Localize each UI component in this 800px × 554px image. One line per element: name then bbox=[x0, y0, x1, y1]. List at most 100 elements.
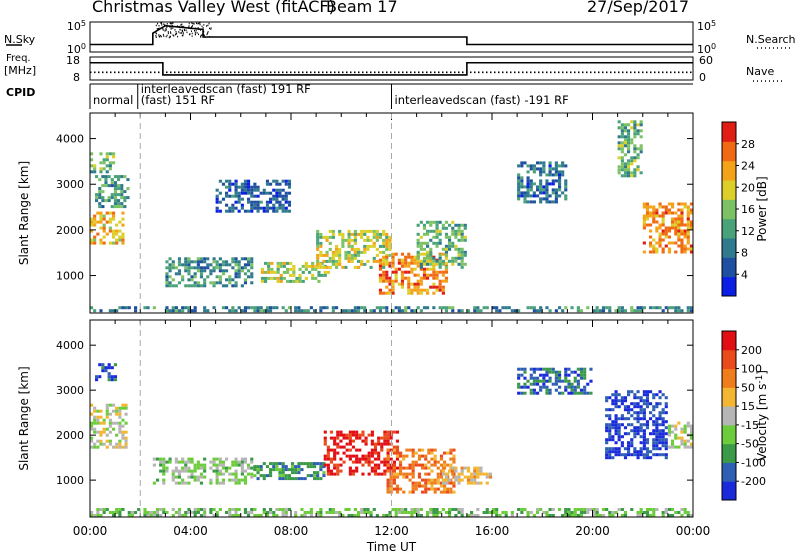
power-cell bbox=[624, 144, 627, 147]
power-cell bbox=[373, 233, 376, 236]
power-cell bbox=[461, 251, 464, 254]
velocity-cell bbox=[555, 389, 558, 392]
velocity-cell bbox=[112, 404, 115, 407]
power-cell bbox=[659, 242, 662, 245]
velocity-cell bbox=[322, 474, 325, 477]
power-cell bbox=[241, 266, 244, 269]
power-cell bbox=[354, 306, 357, 309]
velocity-cell bbox=[216, 473, 219, 476]
noise-spike bbox=[181, 32, 182, 34]
velocity-cell bbox=[680, 440, 683, 443]
power-cell bbox=[677, 218, 680, 221]
velocity-cell bbox=[153, 458, 156, 461]
power-cell bbox=[640, 150, 643, 153]
power-cell bbox=[348, 230, 351, 233]
power-cell bbox=[250, 257, 253, 260]
power-cell bbox=[109, 218, 112, 221]
power-cell bbox=[194, 260, 197, 263]
velocity-cell bbox=[387, 467, 390, 470]
velocity-cell bbox=[396, 476, 399, 479]
power-cell bbox=[564, 185, 567, 188]
power-cell bbox=[385, 292, 388, 295]
power-cell bbox=[505, 306, 508, 309]
velocity-cell bbox=[360, 511, 363, 514]
velocity-cell bbox=[197, 464, 200, 467]
power-cell bbox=[231, 195, 234, 198]
power-cell bbox=[407, 283, 410, 286]
velocity-cell bbox=[219, 464, 222, 467]
velocity-cell bbox=[443, 485, 446, 488]
velocity-cell bbox=[172, 476, 175, 479]
power-cell bbox=[561, 161, 564, 164]
velocity-cell bbox=[549, 371, 552, 374]
power-cell bbox=[191, 278, 194, 281]
velocity-cell bbox=[377, 455, 380, 458]
velocity-cell bbox=[586, 383, 589, 386]
power-cell bbox=[627, 165, 630, 168]
power-cell bbox=[351, 233, 354, 236]
velocity-cell bbox=[624, 405, 627, 408]
power-cell bbox=[542, 167, 545, 170]
power-cell bbox=[117, 205, 120, 208]
velocity-cell bbox=[398, 508, 401, 511]
power-cell bbox=[552, 188, 555, 191]
velocity-cell bbox=[442, 467, 445, 470]
velocity-cell bbox=[630, 408, 633, 411]
velocity-cell bbox=[108, 375, 111, 378]
power-cell bbox=[445, 248, 448, 251]
power-cell bbox=[662, 212, 665, 215]
power-cell bbox=[407, 277, 410, 280]
power-cell bbox=[385, 306, 388, 309]
velocity-cell bbox=[121, 407, 124, 410]
velocity-cell bbox=[200, 467, 203, 470]
velocity-cell bbox=[454, 508, 457, 511]
velocity-cell bbox=[153, 511, 156, 514]
power-cell bbox=[235, 263, 238, 266]
velocity-cell bbox=[418, 455, 421, 458]
velocity-cell bbox=[655, 453, 658, 456]
power-cell bbox=[322, 236, 325, 239]
velocity-cell bbox=[98, 375, 101, 378]
power-cell bbox=[285, 198, 288, 201]
power-cell bbox=[338, 254, 341, 257]
power-cell bbox=[109, 212, 112, 215]
velocity-cell bbox=[99, 431, 102, 434]
power-cell bbox=[652, 251, 655, 254]
power-cell bbox=[407, 306, 410, 309]
power-cell bbox=[253, 186, 256, 189]
power-cell bbox=[111, 193, 114, 196]
power-cell bbox=[292, 274, 295, 277]
power-cell bbox=[385, 286, 388, 289]
power-cell bbox=[101, 184, 104, 187]
power-colorbar-swatch bbox=[722, 277, 736, 297]
power-cell bbox=[319, 245, 322, 248]
velocity-cell bbox=[93, 443, 96, 446]
power-cell bbox=[404, 256, 407, 259]
power-cell bbox=[451, 306, 454, 309]
velocity-cell bbox=[156, 511, 159, 514]
power-cell bbox=[479, 309, 482, 312]
power-cell bbox=[235, 272, 238, 275]
velocity-cell bbox=[118, 431, 121, 434]
power-cell bbox=[530, 185, 533, 188]
velocity-cell bbox=[324, 443, 327, 446]
velocity-cell bbox=[624, 453, 627, 456]
velocity-cell bbox=[275, 508, 278, 511]
velocity-cell bbox=[352, 431, 355, 434]
velocity-cell bbox=[162, 467, 165, 470]
velocity-cell bbox=[358, 437, 361, 440]
power-cell bbox=[410, 271, 413, 274]
power-cell bbox=[178, 269, 181, 272]
power-cell bbox=[335, 263, 338, 266]
velocity-cell bbox=[339, 470, 342, 473]
power-cell bbox=[627, 141, 630, 144]
velocity-cell bbox=[343, 461, 346, 464]
velocity-cell bbox=[396, 446, 399, 449]
power-cell bbox=[123, 190, 126, 193]
velocity-cell bbox=[371, 449, 374, 452]
velocity-cell bbox=[297, 465, 300, 468]
velocity-cell bbox=[203, 467, 206, 470]
velocity-cell bbox=[329, 508, 332, 511]
power-cell bbox=[580, 309, 583, 312]
power-cell bbox=[285, 192, 288, 195]
